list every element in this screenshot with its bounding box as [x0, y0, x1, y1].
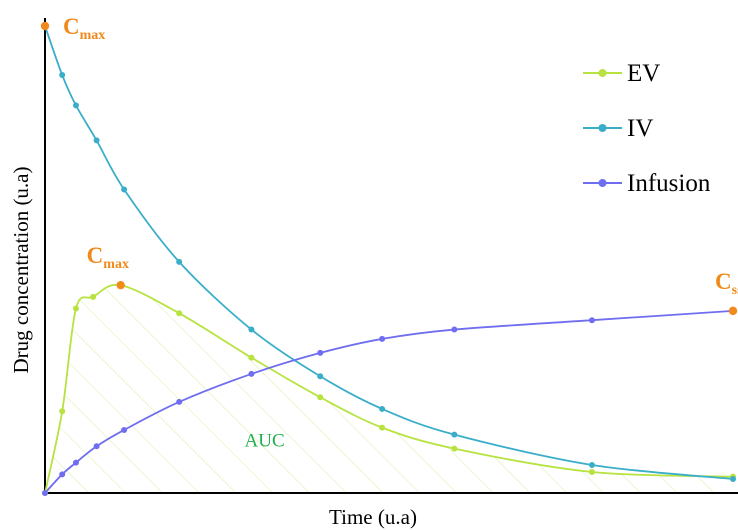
data-point-ev-8	[379, 424, 386, 431]
annotation-marker-max	[40, 21, 50, 31]
annotation-label-max: Cmax	[87, 243, 129, 272]
legend-marker-iv	[598, 124, 607, 132]
data-point-ev-7	[317, 394, 324, 401]
annotation-label-max: Cmax	[63, 14, 105, 43]
data-point-ev-6	[248, 354, 255, 361]
data-point-infusion-1	[59, 471, 66, 478]
data-point-infusion-9	[451, 326, 458, 333]
legend-label-infusion: Infusion	[627, 170, 711, 197]
data-point-ev-10	[588, 468, 595, 475]
data-point-iv-10	[588, 461, 595, 468]
data-point-iv-9	[451, 431, 458, 438]
chart-legend: EV IV Infusion	[583, 60, 711, 197]
legend-label-ev: EV	[627, 60, 660, 87]
data-point-infusion-0	[42, 490, 48, 496]
data-point-infusion-5	[176, 398, 183, 405]
data-point-iv-7	[317, 373, 324, 380]
data-point-ev-5	[176, 310, 183, 317]
data-point-infusion-3	[93, 443, 100, 450]
peak-annotations: Cmax Cmax Css	[40, 14, 738, 316]
x-axis-label: Time (u.a)	[329, 505, 417, 529]
data-point-ev-2	[72, 305, 79, 312]
auc-label: AUC	[245, 430, 285, 451]
legend-marker-infusion	[598, 179, 607, 187]
data-point-infusion-2	[72, 459, 79, 466]
data-point-infusion-4	[121, 426, 128, 433]
data-point-iv-11	[730, 475, 736, 482]
y-axis-label: Drug concentration (u.a)	[9, 166, 33, 373]
data-point-infusion-10	[588, 317, 595, 324]
data-point-infusion-6	[248, 370, 255, 377]
annotation-marker-max	[116, 280, 125, 290]
data-point-iv-2	[72, 102, 79, 109]
auc-area-layer	[45, 284, 733, 493]
data-point-ev-3	[90, 293, 97, 300]
data-point-iv-4	[121, 186, 128, 193]
data-point-iv-8	[379, 405, 386, 412]
legend-marker-ev	[598, 69, 607, 77]
auc-shaded-area	[45, 284, 733, 493]
data-point-iv-1	[59, 72, 66, 79]
series-line-ev	[44, 283, 734, 494]
data-point-ev-9	[451, 445, 458, 452]
data-point-iv-6	[248, 326, 255, 333]
data-point-iv-3	[93, 137, 100, 144]
data-point-infusion-8	[379, 335, 386, 342]
data-point-ev-1	[59, 408, 66, 415]
annotation-label-ss: Css	[715, 269, 738, 298]
data-point-iv-5	[176, 258, 183, 265]
data-point-infusion-7	[317, 349, 324, 356]
legend-label-iv: IV	[627, 115, 653, 142]
annotation-marker-ss	[728, 306, 738, 316]
